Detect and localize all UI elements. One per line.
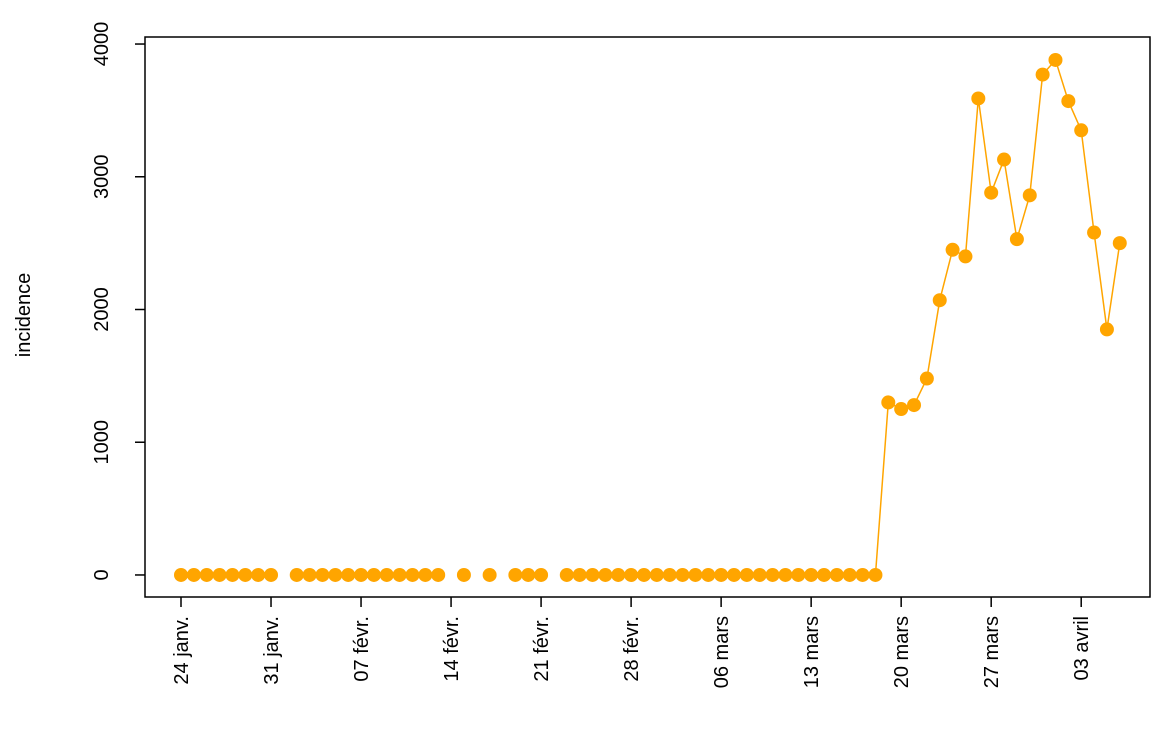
point xyxy=(354,567,369,582)
point xyxy=(688,567,703,582)
x-tick-label: 13 mars xyxy=(801,616,823,688)
point xyxy=(675,567,690,582)
point xyxy=(302,567,317,582)
point xyxy=(611,567,626,582)
point xyxy=(456,567,471,582)
point xyxy=(1087,225,1102,240)
point xyxy=(752,567,767,582)
plot-frame xyxy=(144,36,1151,598)
point xyxy=(997,152,1012,167)
point xyxy=(238,567,253,582)
point xyxy=(405,567,420,582)
point xyxy=(341,567,356,582)
point xyxy=(186,567,201,582)
point xyxy=(212,567,227,582)
y-tick-label: 0 xyxy=(91,569,113,580)
point xyxy=(418,567,433,582)
point xyxy=(919,371,934,386)
point xyxy=(726,567,741,582)
point xyxy=(1061,94,1076,109)
point xyxy=(1022,188,1037,203)
point xyxy=(829,567,844,582)
point xyxy=(392,567,407,582)
point xyxy=(1009,232,1024,247)
point xyxy=(598,567,613,582)
y-axis-title: incidence xyxy=(13,273,35,358)
point xyxy=(804,567,819,582)
point xyxy=(366,567,381,582)
point xyxy=(572,567,587,582)
x-tick-label: 31 janv. xyxy=(261,616,283,685)
point xyxy=(534,567,549,582)
point xyxy=(842,567,857,582)
point xyxy=(379,567,394,582)
point xyxy=(868,567,883,582)
x-tick-label: 24 janv. xyxy=(171,616,193,685)
point xyxy=(1099,322,1114,337)
point xyxy=(907,398,922,413)
point xyxy=(559,567,574,582)
point xyxy=(1112,236,1127,251)
point xyxy=(289,567,304,582)
x-tick-label: 21 févr. xyxy=(531,616,553,682)
point xyxy=(624,567,639,582)
point xyxy=(971,91,986,106)
point xyxy=(636,567,651,582)
point xyxy=(778,567,793,582)
x-tick-label: 03 avril xyxy=(1071,616,1093,680)
point xyxy=(482,567,497,582)
y-tick-label: 3000 xyxy=(91,155,113,200)
point xyxy=(817,567,831,582)
point xyxy=(701,567,716,582)
point xyxy=(225,567,240,582)
point xyxy=(328,567,343,582)
point xyxy=(521,567,536,582)
point xyxy=(894,402,909,417)
point xyxy=(984,185,999,200)
point xyxy=(662,567,677,582)
point xyxy=(791,567,806,582)
y-tick-label: 1000 xyxy=(91,420,113,465)
point xyxy=(765,567,780,582)
point xyxy=(431,567,446,582)
x-tick-label: 20 mars xyxy=(891,616,913,688)
x-tick-label: 07 févr. xyxy=(351,616,373,682)
y-tick-label: 2000 xyxy=(91,287,113,332)
point xyxy=(649,567,664,582)
point xyxy=(251,567,266,582)
point xyxy=(739,567,754,582)
point xyxy=(855,567,870,582)
point xyxy=(958,249,973,264)
point xyxy=(315,567,330,582)
x-tick-label: 14 févr. xyxy=(441,616,463,682)
point xyxy=(1035,67,1050,82)
point xyxy=(945,242,960,257)
point xyxy=(508,567,523,582)
point xyxy=(1048,52,1063,67)
point xyxy=(714,567,729,582)
point xyxy=(1074,123,1089,138)
x-tick-label: 06 mars xyxy=(711,616,733,688)
y-tick-label: 4000 xyxy=(91,22,113,67)
point xyxy=(174,567,188,582)
point xyxy=(264,567,279,582)
series-line xyxy=(181,58,1121,576)
point xyxy=(881,395,896,410)
point xyxy=(199,567,214,582)
point xyxy=(932,293,947,308)
x-tick-label: 28 févr. xyxy=(621,616,643,682)
x-tick-label: 27 mars xyxy=(981,616,1003,688)
point xyxy=(585,567,600,582)
